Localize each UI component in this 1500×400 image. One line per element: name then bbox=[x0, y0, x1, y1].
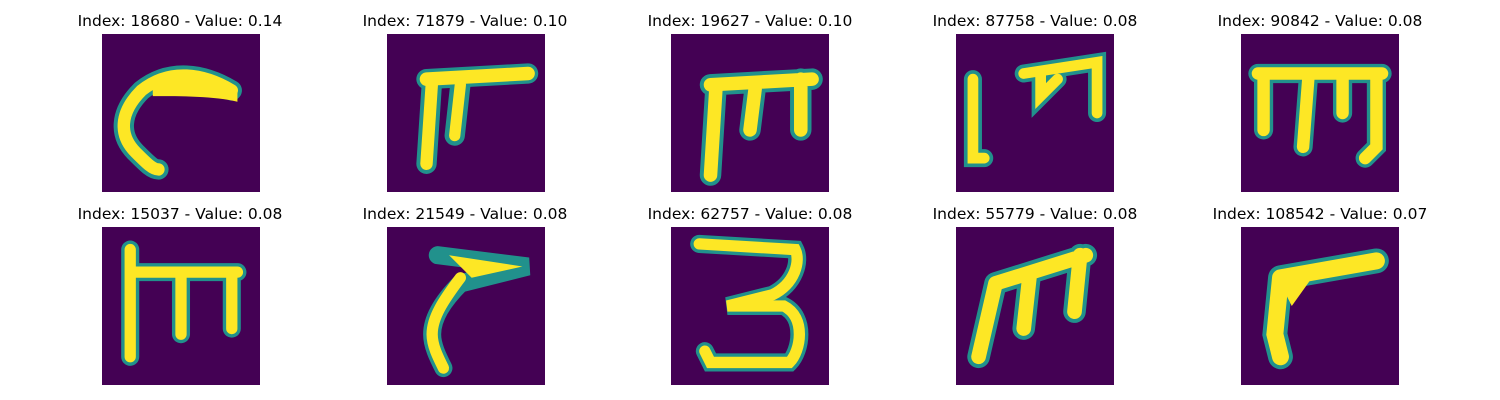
panel-title: Index: 71879 - Value: 0.10 bbox=[362, 12, 568, 30]
m-shape-icon bbox=[671, 34, 829, 192]
panel-title: Index: 55779 - Value: 0.08 bbox=[932, 205, 1138, 223]
three-icon bbox=[671, 227, 829, 385]
tall-m-icon bbox=[102, 227, 260, 385]
open-m-icon bbox=[956, 34, 1114, 192]
panel-title: Index: 19627 - Value: 0.10 bbox=[647, 12, 853, 30]
pi-like-icon bbox=[387, 34, 545, 192]
m-bar-icon bbox=[1241, 34, 1399, 192]
curl-c-icon bbox=[102, 34, 260, 192]
panel-title: Index: 18680 - Value: 0.14 bbox=[77, 12, 283, 30]
panel-title: Index: 15037 - Value: 0.08 bbox=[77, 205, 283, 223]
slant-m-icon bbox=[956, 227, 1114, 385]
panel-title: Index: 87758 - Value: 0.08 bbox=[932, 12, 1138, 30]
r-like-icon bbox=[1241, 227, 1399, 385]
panel-title: Index: 108542 - Value: 0.07 bbox=[1212, 205, 1428, 223]
panel-title: Index: 21549 - Value: 0.08 bbox=[362, 205, 568, 223]
panel-title: Index: 62757 - Value: 0.08 bbox=[647, 205, 853, 223]
panel-title: Index: 90842 - Value: 0.08 bbox=[1217, 12, 1423, 30]
hook-icon bbox=[387, 227, 545, 385]
